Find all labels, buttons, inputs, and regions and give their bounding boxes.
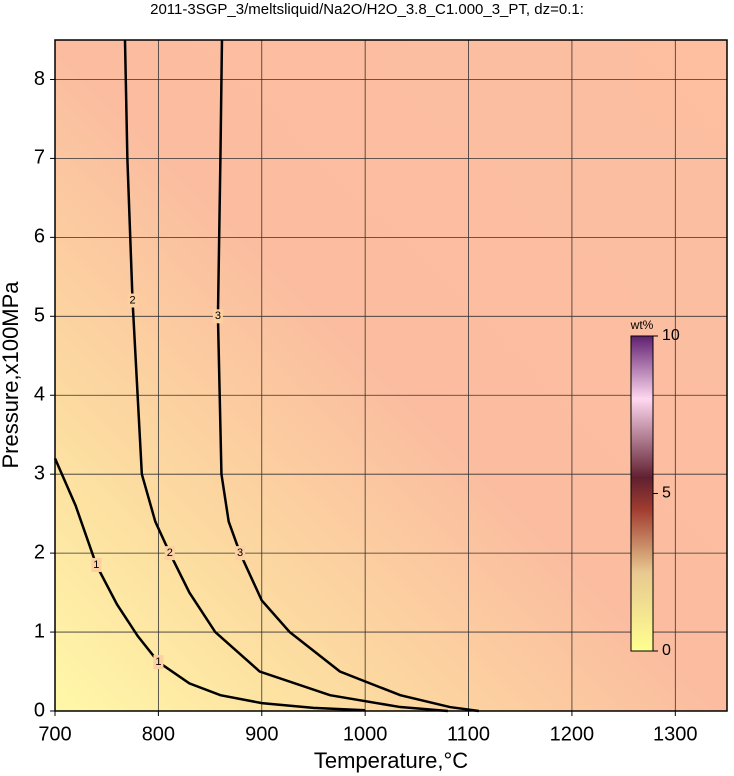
contour-label: 3 (237, 547, 243, 559)
colorbar-tick-label: 0 (662, 642, 671, 659)
y-tick-label: 0 (34, 699, 45, 721)
colorbar-tick-label: 10 (662, 327, 680, 344)
contour-label: 1 (93, 559, 99, 571)
x-axis-label: Temperature,°C (314, 748, 468, 773)
x-tick-label: 1200 (550, 723, 595, 745)
contour-label-bg (235, 546, 246, 561)
x-tick-label: 1000 (343, 723, 388, 745)
contour-label: 2 (129, 294, 135, 306)
x-tick-label: 800 (142, 723, 175, 745)
y-tick-label: 2 (34, 541, 45, 563)
contour-label: 3 (215, 310, 221, 322)
contour-label: 2 (167, 547, 173, 559)
colorbar-tick-label: 5 (662, 485, 671, 502)
colorbar (630, 335, 654, 652)
y-tick-label: 1 (34, 620, 45, 642)
x-tick-label: 700 (38, 723, 71, 745)
colorbar-label: wt% (630, 318, 654, 332)
contour-field (55, 40, 727, 711)
y-tick-label: 5 (34, 305, 45, 327)
contour-label-bg (127, 293, 138, 308)
y-tick-label: 7 (34, 147, 45, 169)
x-tick-label: 1300 (653, 723, 698, 745)
contour-label-bg (164, 546, 175, 561)
y-tick-label: 8 (34, 68, 45, 90)
x-tick-label: 900 (245, 723, 278, 745)
y-tick-label: 6 (34, 226, 45, 248)
contour-line (123, 39, 448, 713)
contour-line (216, 39, 480, 713)
contour-label-bg (212, 309, 223, 324)
plot-frame (54, 39, 728, 712)
contour-label-bg (91, 557, 102, 572)
contour-label-bg (153, 655, 164, 670)
chart-title: 2011-3SGP_3/meltsliquid/Na2O/H2O_3.8_C1.… (150, 1, 584, 18)
x-tick-label: 1100 (447, 723, 490, 745)
y-tick-label: 3 (34, 462, 45, 484)
y-axis-label: Pressure,x100MPa (0, 281, 23, 469)
contour-label: 1 (155, 656, 161, 668)
y-tick-label: 4 (34, 384, 45, 406)
